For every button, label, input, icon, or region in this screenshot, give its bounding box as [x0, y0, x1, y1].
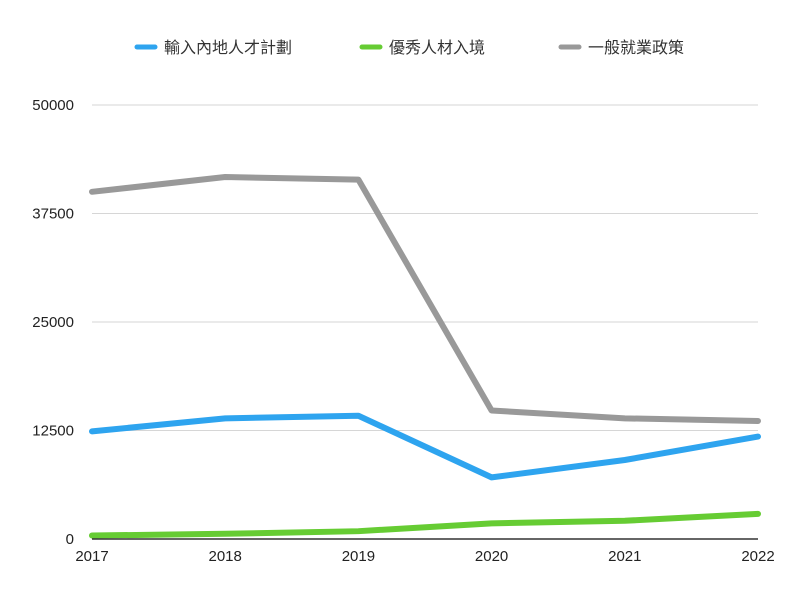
data-point	[489, 520, 495, 526]
y-tick-label: 12500	[32, 423, 74, 440]
series-line-2	[89, 510, 761, 539]
data-point	[222, 415, 228, 421]
legend: 輸入內地人才計劃 優秀人材入境 一般就業政策	[134, 38, 684, 57]
data-point	[489, 408, 495, 414]
x-tick-label: 2021	[608, 548, 641, 565]
x-tick-label: 2018	[209, 548, 242, 565]
gridlines	[92, 104, 758, 431]
y-axis-ticks: 0 12500 25000 37500 50000	[32, 97, 74, 548]
y-tick-label: 0	[66, 531, 74, 548]
data-point	[222, 174, 228, 180]
legend-label: 輸入內地人才計劃	[164, 38, 292, 57]
data-point	[89, 428, 95, 434]
data-point	[89, 533, 95, 539]
data-point	[622, 518, 628, 524]
x-tick-label: 2017	[75, 548, 108, 565]
data-point	[489, 474, 495, 480]
data-point	[89, 189, 95, 195]
series-line-3	[89, 174, 761, 424]
data-point	[755, 418, 761, 424]
x-axis-ticks: 2017 2018 2019 2020 2021 2022	[75, 548, 774, 565]
legend-label: 優秀人材入境	[389, 38, 485, 57]
y-tick-label: 25000	[32, 314, 74, 331]
x-tick-label: 2020	[475, 548, 508, 565]
data-point	[355, 528, 361, 534]
legend-item-2: 優秀人材入境	[359, 38, 485, 57]
legend-item-3: 一般就業政策	[558, 38, 684, 57]
data-point	[222, 531, 228, 537]
x-tick-label: 2022	[741, 548, 774, 565]
legend-label: 一般就業政策	[588, 38, 684, 57]
data-point	[355, 177, 361, 183]
data-point	[622, 457, 628, 463]
data-point	[755, 511, 761, 517]
y-tick-label: 37500	[32, 206, 74, 223]
data-point	[755, 434, 761, 440]
series-line-1	[89, 412, 761, 481]
data-point	[355, 413, 361, 419]
x-tick-label: 2019	[342, 548, 375, 565]
series-lines	[89, 174, 761, 539]
legend-item-1: 輸入內地人才計劃	[134, 38, 292, 57]
y-tick-label: 50000	[32, 97, 74, 114]
data-point	[622, 415, 628, 421]
